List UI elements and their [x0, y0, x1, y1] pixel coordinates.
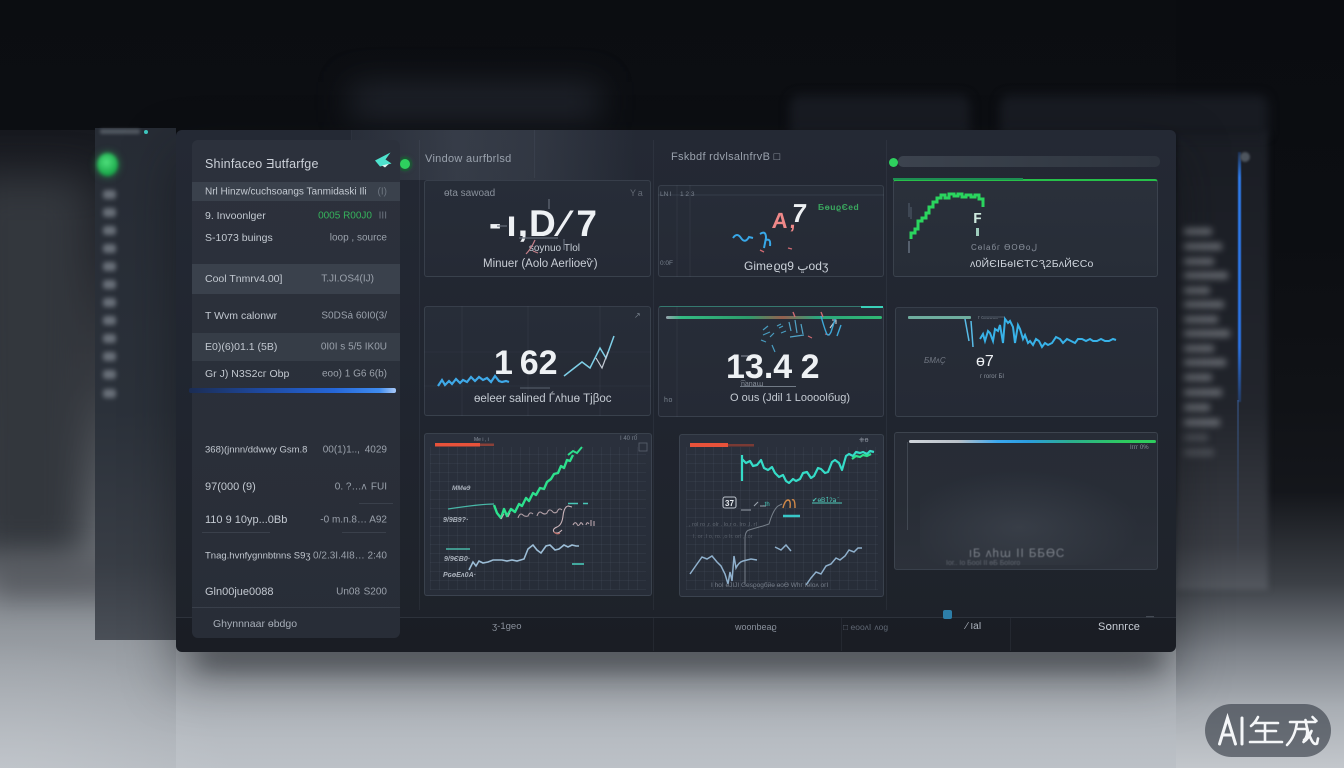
- svg-text:MMө9: MMө9: [452, 485, 471, 492]
- svg-text:✔өBٱʔaَ: ✔өBٱʔaَ: [812, 496, 839, 504]
- svg-text:PԍөEʌ0A·: PԍөEʌ0A·: [443, 572, 476, 579]
- svg-text:37: 37: [725, 499, 734, 508]
- svg-text:I. ог .I о, го. ,о Iг. огI ,: I. ог .I о, го. ,о Iг. огI , .ог: [693, 534, 753, 540]
- svg-text:⎈ө: ⎈ө: [859, 437, 869, 444]
- svg-text:LN I: LN I: [660, 191, 672, 198]
- svg-text:1 2 3: 1 2 3: [680, 191, 695, 198]
- svg-text:, гоI го ,г. оIг . Iо,г о. Iго: , гоI го ,г. оIг . Iо,г о. Iго ,I. гI: [689, 522, 758, 528]
- svg-text:0:0F: 0:0F: [660, 260, 673, 267]
- svg-text:I һоI өJIJI Gеѕϱоɡбйө өоӨ Wһг: I һоI өJIJI Gеѕϱоɡбйө өоӨ Wһг IөIоʌ огI: [711, 581, 829, 589]
- svg-text:9/9B9?·: 9/9B9?·: [443, 517, 468, 524]
- svg-text:Mе i , i: Mе i , i: [474, 437, 489, 443]
- svg-text:9/9ЄB0·: 9/9ЄB0·: [444, 556, 470, 563]
- svg-text:I 40 г0́: I 40 г0́: [620, 435, 638, 442]
- svg-text:↗: ↗: [634, 311, 641, 320]
- svg-text:һ о: һ о: [664, 396, 672, 404]
- svg-text:.th: .th: [763, 502, 770, 508]
